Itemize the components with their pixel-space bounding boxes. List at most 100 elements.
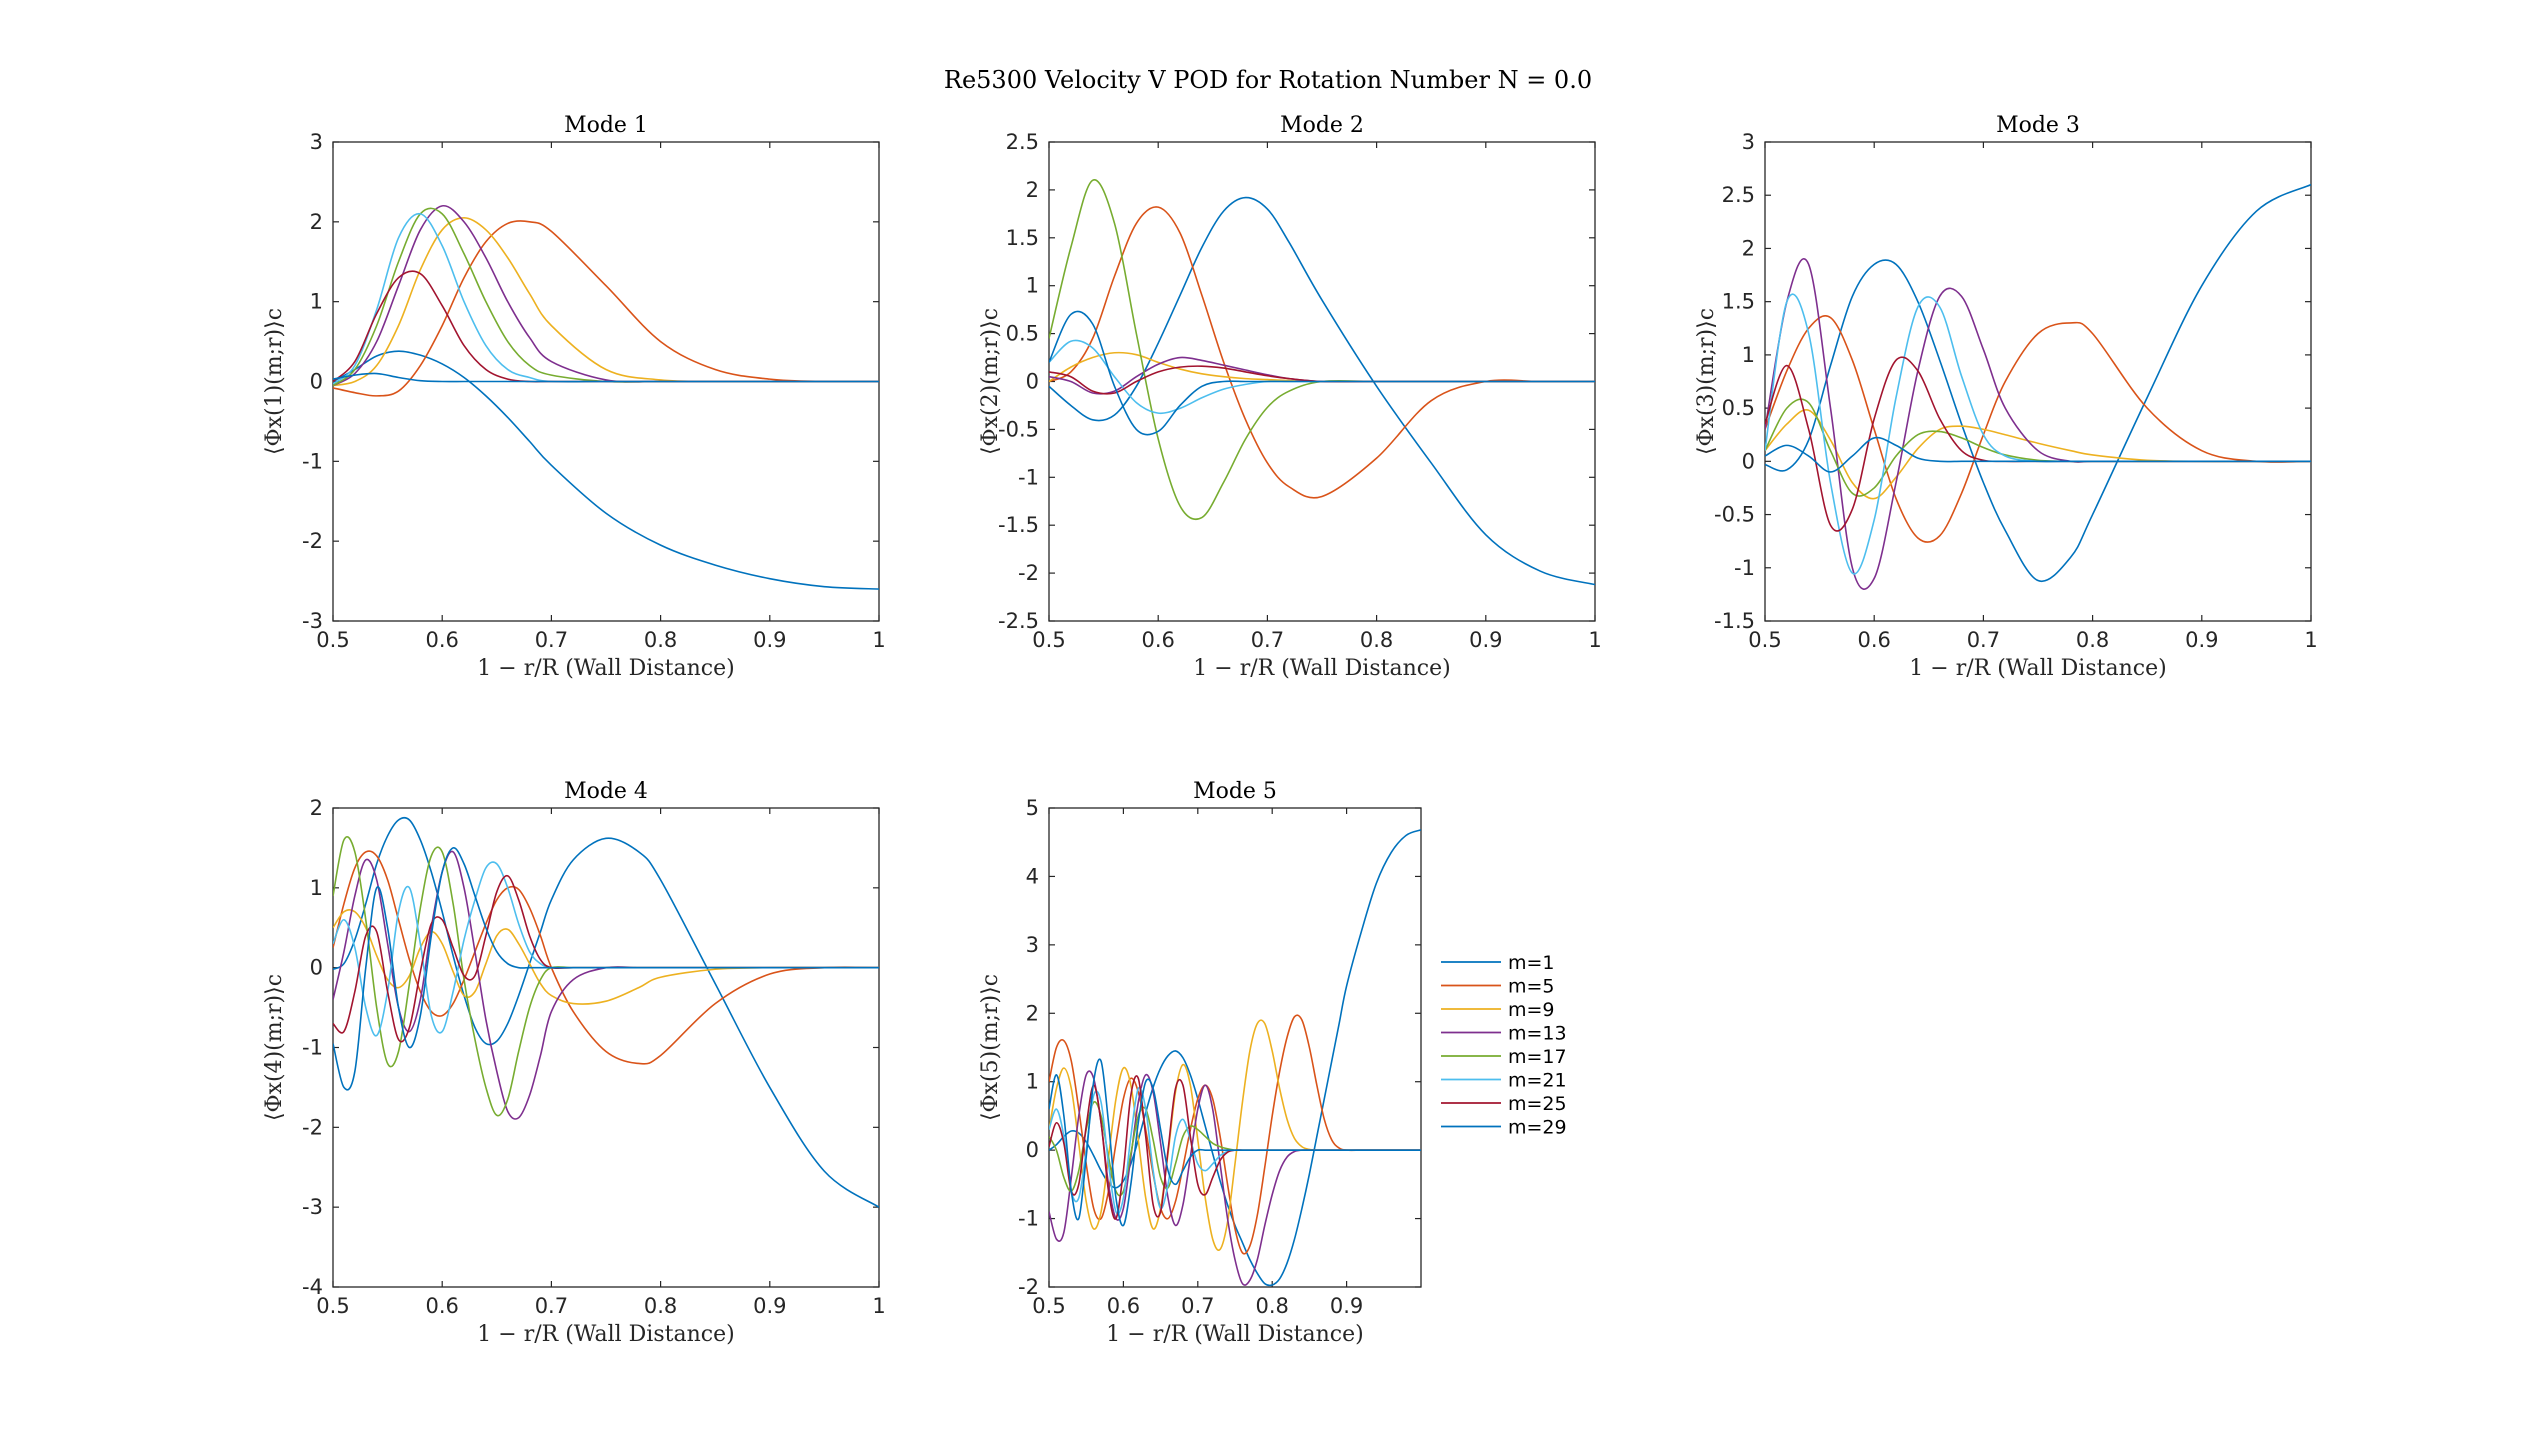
x-tick-label: 0.9 — [753, 1294, 786, 1318]
axes-box — [1764, 141, 2312, 622]
y-tick-label: -1 — [302, 1036, 323, 1060]
chart-mode-1: 0.5 0.6 0.7 0.8 0.9 1 -3 -2 -1 0 1 2 3 Mode 1 1 − r/R … — [262, 113, 886, 681]
series-line-m-1 — [1765, 183, 2311, 583]
y-tick-label: 2 — [1742, 236, 1755, 260]
y-tick-label: 1 — [1026, 1070, 1039, 1094]
x-tick-label: 1 — [1588, 628, 1601, 652]
series-line-m-1 — [1049, 196, 1595, 586]
series-line-m-9 — [1765, 409, 2311, 500]
series-line-m-29 — [1049, 310, 1595, 436]
series-group — [333, 205, 879, 590]
y-tick-label: -1 — [1734, 556, 1755, 580]
x-tick-label: 0.7 — [535, 1294, 568, 1318]
legend-label: m=5 — [1508, 976, 1555, 998]
series-group — [1049, 179, 1595, 586]
y-axis-label: ⟨Φx(3)(m;r)⟩c — [1694, 308, 1719, 455]
y-tick-label: -2 — [302, 1115, 323, 1139]
legend: m=1m=5m=9m=13m=17m=21m=25m=29 — [1432, 947, 1584, 1149]
legend-label: m=25 — [1508, 1093, 1567, 1115]
x-tick-label: 0.5 — [316, 1294, 349, 1318]
x-axis-label: 1 − r/R (Wall Distance) — [1909, 656, 2166, 681]
legend-label: m=1 — [1508, 952, 1555, 974]
x-tick-label: 0.9 — [753, 628, 786, 652]
y-tick-label: 1 — [1026, 274, 1039, 298]
axes-box — [332, 807, 880, 1288]
legend-label: m=9 — [1508, 999, 1555, 1021]
y-tick-label: -3 — [302, 1195, 323, 1219]
x-tick-label: 0.7 — [535, 628, 568, 652]
y-tick-label: 2.5 — [1722, 183, 1755, 207]
y-tick-label: 0 — [1026, 370, 1039, 394]
x-tick-label: 0.9 — [2185, 628, 2218, 652]
y-tick-label: 1.5 — [1722, 290, 1755, 314]
chart-mode-2: 0.5 0.6 0.7 0.8 0.9 1 -2.5 -2 -1.5 -1 -0.5 0 0.5 1 1.5… — [978, 113, 1602, 681]
y-tick-label: 1 — [310, 290, 323, 314]
x-axis-label: 1 − r/R (Wall Distance) — [1193, 656, 1450, 681]
y-tick-label: -3 — [302, 609, 323, 633]
y-tick-label: -2 — [302, 529, 323, 553]
x-tick-label: 0.5 — [1032, 628, 1065, 652]
series-line-m-5 — [333, 850, 879, 1065]
y-tick-label: 0.5 — [1722, 396, 1755, 420]
y-tick-label: 3 — [310, 130, 323, 154]
x-tick-label: 0.7 — [1251, 628, 1284, 652]
series-line-m-5 — [1049, 1014, 1421, 1255]
y-tick-label: 0.5 — [1006, 322, 1039, 346]
legend-box — [1432, 947, 1584, 1149]
x-tick-label: 0.9 — [1469, 628, 1502, 652]
y-tick-label: -1 — [1018, 1207, 1039, 1231]
chart-mode-4: 0.5 0.6 0.7 0.8 0.9 1 -4 -3 -2 -1 0 1 2 Mode 4 1 − r/R… — [262, 779, 886, 1347]
x-axis-label: 1 − r/R (Wall Distance) — [1106, 1322, 1363, 1347]
panels-group: 0.5 0.6 0.7 0.8 0.9 1 -3 -2 -1 0 1 2 3 Mode 1 1 − r/R … — [262, 113, 2318, 1347]
y-tick-label: 2 — [1026, 1001, 1039, 1025]
legend-label: m=29 — [1508, 1117, 1567, 1139]
x-axis-label: 1 − r/R (Wall Distance) — [477, 656, 734, 681]
series-line-m-1 — [333, 350, 879, 590]
x-tick-label: 0.8 — [644, 1294, 677, 1318]
x-axis-label: 1 − r/R (Wall Distance) — [477, 1322, 734, 1347]
series-line-m-29 — [1765, 436, 2311, 473]
panel-title: Mode 3 — [1996, 113, 2080, 138]
y-tick-label: -1.5 — [998, 513, 1039, 537]
panel-title: Mode 2 — [1280, 113, 1364, 138]
y-tick-label: 1 — [310, 876, 323, 900]
x-tick-label: 0.6 — [1857, 628, 1890, 652]
x-tick-label: 0.6 — [1141, 628, 1174, 652]
y-tick-label: 2 — [1026, 178, 1039, 202]
series-group — [1765, 183, 2311, 590]
y-tick-label: 2 — [310, 210, 323, 234]
y-tick-label: -2 — [1018, 561, 1039, 585]
y-tick-label: 0 — [1026, 1138, 1039, 1162]
y-tick-label: -1 — [302, 449, 323, 473]
x-tick-label: 1 — [872, 628, 885, 652]
x-tick-label: 0.8 — [1360, 628, 1393, 652]
y-tick-label: -0.5 — [1714, 503, 1755, 527]
y-tick-label: -4 — [302, 1275, 323, 1299]
series-line-m-5 — [1049, 206, 1595, 499]
panel-title: Mode 5 — [1193, 779, 1277, 804]
x-tick-label: 0.7 — [1181, 1294, 1214, 1318]
x-tick-label: 0.6 — [425, 628, 458, 652]
y-axis-label: ⟨Φx(2)(m;r)⟩c — [978, 308, 1003, 455]
x-tick-label: 0.8 — [644, 628, 677, 652]
panel-title: Mode 1 — [564, 113, 648, 138]
chart-mode-5: 0.5 0.6 0.7 0.8 0.9 -2 -1 0 1 2 3 4 5 Mode 5 1 − r/R (… — [978, 779, 1422, 1347]
series-line-m-29 — [333, 372, 879, 383]
x-tick-label: 0.8 — [1255, 1294, 1288, 1318]
y-tick-label: 2 — [310, 796, 323, 820]
y-tick-label: 2.5 — [1006, 130, 1039, 154]
y-tick-label: -1 — [1018, 465, 1039, 489]
series-group — [333, 816, 879, 1208]
x-tick-label: 1 — [2304, 628, 2317, 652]
y-tick-label: 3 — [1026, 933, 1039, 957]
series-line-m-5 — [333, 220, 879, 397]
x-tick-label: 0.5 — [1748, 628, 1781, 652]
x-tick-label: 0.5 — [1032, 1294, 1065, 1318]
y-tick-label: -0.5 — [998, 417, 1039, 441]
y-tick-label: 5 — [1026, 796, 1039, 820]
x-tick-label: 0.8 — [2076, 628, 2109, 652]
x-tick-label: 1 — [872, 1294, 885, 1318]
y-tick-label: 1 — [1742, 343, 1755, 367]
series-line-m-29 — [1049, 1058, 1421, 1227]
